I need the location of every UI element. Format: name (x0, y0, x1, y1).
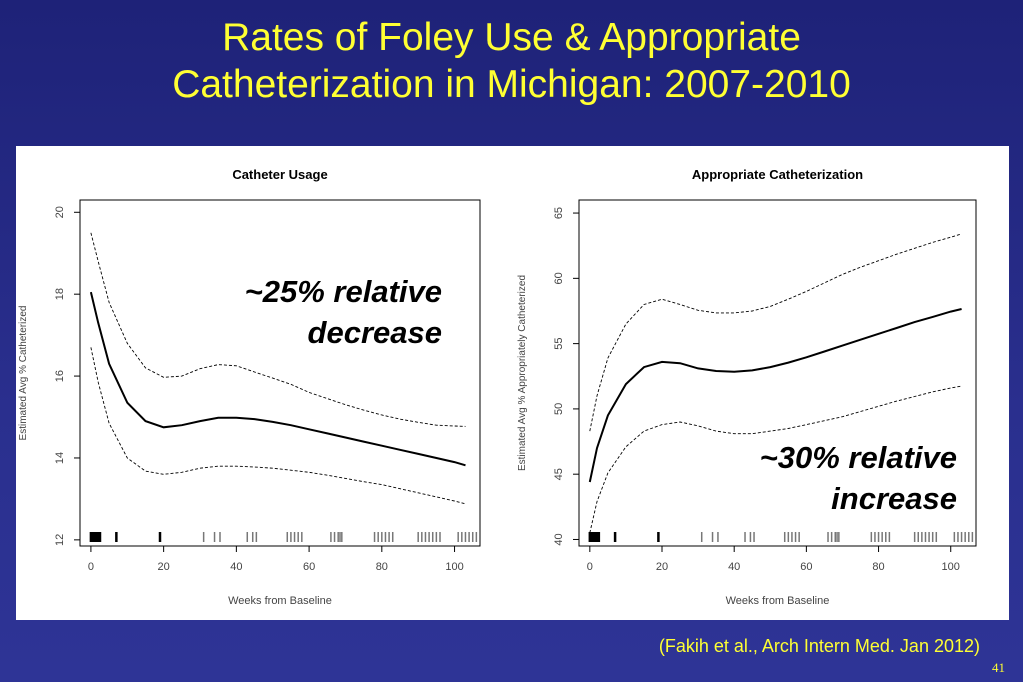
appropriate-estimate-line (588, 308, 962, 483)
usage-x-tick-label: 60 (303, 561, 315, 573)
usage-y-tick-label: 16 (54, 370, 66, 382)
appropriate-x-tick-label: 60 (800, 561, 812, 573)
usage-x-axis-label: Weeks from Baseline (228, 595, 332, 607)
appropriate-y-axis-label: Estimated Avg % Appropriately Catheteriz… (517, 275, 528, 471)
appropriate-plot-frame (578, 199, 977, 547)
decrease-callout-line-1: ~25% relative (244, 274, 442, 309)
usage-x-tick-label: 20 (158, 561, 170, 573)
appropriate-y-tick-label: 65 (553, 207, 565, 219)
usage-y-tick-label: 18 (54, 288, 66, 300)
page-number: 41 (992, 660, 1005, 675)
citation: (Fakih et al., Arch Intern Med. Jan 2012… (658, 636, 980, 656)
appropriate-y-tick-label: 60 (553, 272, 565, 284)
charts-svg: Catheter Usage Weeks from Baseline Estimat… (18, 167, 977, 607)
increase-callout-line-1: ~30% relative (759, 440, 957, 475)
title-line-2: Catheterization in Michigan: 2007-2010 (172, 63, 851, 106)
appropriate-x-axis-label: Weeks from Baseline (726, 595, 830, 607)
usage-y-axis-label: Estimated Avg % Catheterized (18, 306, 29, 441)
appropriate-x-tick-label: 40 (728, 561, 740, 573)
usage-y-tick-label: 20 (54, 206, 66, 218)
usage-y-tick-label: 12 (54, 534, 66, 546)
chart-panel: Catheter Usage Weeks from Baseline Estimat… (16, 146, 1009, 620)
slide-title: Rates of Foley Use & Appropriate Cathete… (0, 14, 1023, 108)
appropriate-y-tick-label: 45 (553, 468, 565, 480)
title-line-1: Rates of Foley Use & Appropriate (222, 16, 801, 59)
usage-confidence-band-line (90, 347, 466, 505)
decrease-callout-line-2: decrease (307, 315, 442, 350)
appropriate-x-tick-label: 100 (942, 561, 960, 573)
appropriate-y-tick-label: 50 (553, 403, 565, 415)
increase-callout: ~30% relative increase (656, 437, 957, 519)
usage-confidence-band-line (90, 232, 466, 427)
appropriate-x-tick-label: 0 (587, 561, 593, 573)
usage-x-tick-label: 100 (445, 561, 463, 573)
appropriate-y-tick-label: 55 (553, 337, 565, 349)
decrease-callout: ~25% relative decrease (136, 271, 442, 353)
usage-estimate-line (89, 291, 466, 467)
appropriate-x-tick-label: 20 (656, 561, 668, 573)
usage-chart-title: Catheter Usage (232, 167, 327, 182)
usage-x-tick-label: 0 (88, 561, 94, 573)
appropriate-confidence-band-line (589, 233, 962, 432)
usage-x-tick-label: 80 (376, 561, 388, 573)
usage-y-tick-label: 14 (54, 452, 66, 464)
usage-plot-frame (79, 199, 481, 547)
appropriate-x-tick-label: 80 (872, 561, 884, 573)
appropriate-chart-title: Appropriate Catheterization (692, 167, 863, 182)
appropriate-confidence-band-line (589, 385, 962, 534)
usage-x-tick-label: 40 (230, 561, 242, 573)
appropriate-y-tick-label: 40 (553, 533, 565, 545)
increase-callout-line-2: increase (831, 481, 957, 516)
